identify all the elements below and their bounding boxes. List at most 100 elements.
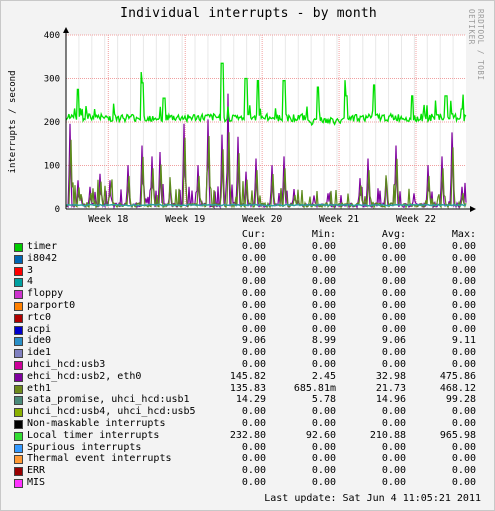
- legend-label: Non-maskable interrupts: [27, 417, 166, 429]
- legend-swatch: [14, 360, 23, 370]
- legend-avg: 210.88: [369, 429, 406, 441]
- legend-min: 0.00: [311, 252, 336, 264]
- legend-max: 9.11: [451, 335, 476, 347]
- legend-swatch: [14, 278, 23, 288]
- legend-label: eth1: [27, 382, 52, 394]
- legend-avg: 0.00: [381, 323, 406, 335]
- legend-swatch: [14, 419, 23, 429]
- legend-row: 3 0.00 0.00 0.00 0.00: [13, 265, 493, 277]
- legend-label: 4: [27, 276, 34, 288]
- legend-avg: 0.00: [381, 441, 406, 453]
- legend-max: 0.00: [451, 417, 476, 429]
- legend-max: 0.00: [451, 441, 476, 453]
- legend-min: 0.00: [311, 264, 336, 276]
- legend-row: Thermal event interrupts 0.00 0.00 0.00 0.00: [13, 453, 493, 465]
- y-axis-arrow: [63, 27, 69, 33]
- legend-label: ide0: [27, 335, 52, 347]
- legend-label: Spurious interrupts: [27, 441, 142, 453]
- legend-cur: 145.82: [229, 370, 266, 382]
- legend-avg: 0.00: [381, 453, 406, 465]
- legend-max: 965.98: [439, 429, 476, 441]
- legend-cur: 0.00: [241, 358, 266, 370]
- legend-avg: 0.00: [381, 406, 406, 418]
- legend-label: ide1: [27, 347, 52, 359]
- legend-cur: 0.00: [241, 252, 266, 264]
- last-update: Last update: Sat Jun 4 11:05:21 2011: [264, 493, 481, 504]
- chart-area: 0 100 200 300 400 Week 18 Week 19 Week 20 Week 2…: [8, 27, 476, 225]
- y-tick-label: 400: [44, 31, 60, 41]
- legend-row: ide0 9.06 8.99 9.06 9.11: [13, 335, 493, 347]
- y-tick-label: 200: [44, 118, 60, 128]
- legend-min: 0.00: [311, 288, 336, 300]
- legend-min: 2.45: [311, 370, 336, 382]
- legend-label: i8042: [27, 252, 58, 264]
- legend-max: 0.00: [451, 476, 476, 488]
- legend-swatch: [14, 337, 23, 347]
- legend-cur: 9.06: [241, 335, 266, 347]
- legend-label: parport0: [27, 299, 76, 311]
- legend-cur: 0.00: [241, 288, 266, 300]
- legend-cur: 0.00: [241, 417, 266, 429]
- legend-max: 0.00: [451, 264, 476, 276]
- y-tick-label: 0: [55, 205, 60, 215]
- legend-min: 0.00: [311, 311, 336, 323]
- y-tick-label: 300: [44, 75, 60, 85]
- legend-cur: 232.80: [229, 429, 266, 441]
- legend-swatch: [14, 254, 23, 264]
- legend-min: 0.00: [311, 417, 336, 429]
- legend-row: parport0 0.00 0.00 0.00 0.00: [13, 300, 493, 312]
- y-tick-label: 100: [44, 162, 60, 172]
- legend-max: 0.00: [451, 311, 476, 323]
- x-tick-label: Week 20: [242, 214, 282, 225]
- legend-cur: 0.00: [241, 276, 266, 288]
- legend-label: floppy: [27, 288, 64, 300]
- legend-label: uhci_hcd:usb4, uhci_hcd:usb5: [27, 406, 196, 418]
- legend-min: 0.00: [311, 299, 336, 311]
- legend-min: 0.00: [311, 276, 336, 288]
- legend-max: 475.86: [439, 370, 476, 382]
- legend-min: 0.00: [311, 441, 336, 453]
- series-line: [65, 62, 467, 127]
- legend-avg: 0.00: [381, 311, 406, 323]
- legend-swatch: [14, 313, 23, 323]
- legend-row: Spurious interrupts 0.00 0.00 0.00 0.00: [13, 442, 493, 454]
- legend-avg: 0.00: [381, 476, 406, 488]
- legend-min: 0.00: [311, 241, 336, 252]
- legend-avg: 32.98: [375, 370, 406, 382]
- legend-cur: 0.00: [241, 476, 266, 488]
- legend-max: 468.12: [439, 382, 476, 394]
- graph-title: Individual interrupts - by month: [120, 6, 377, 21]
- legend-swatch: [14, 455, 23, 465]
- y-axis-label: interrupts / second: [8, 71, 18, 174]
- legend-row: acpi 0.00 0.00 0.00 0.00: [13, 324, 493, 336]
- legend-max: 0.00: [451, 406, 476, 418]
- legend-max: 0.00: [451, 323, 476, 335]
- legend-swatch: [14, 431, 23, 441]
- legend-max: 0.00: [451, 288, 476, 300]
- legend-swatch: [14, 443, 23, 453]
- x-axis-arrow: [470, 206, 476, 212]
- legend-row: ehci_hcd:usb2, eth0 145.82 2.45 32.98 475.86: [13, 371, 493, 383]
- legend-cur: 0.00: [241, 323, 266, 335]
- legend-cur: 135.83: [229, 382, 266, 394]
- legend-max: 99.28: [445, 394, 476, 406]
- legend-row: MIS 0.00 0.00 0.00 0.00: [13, 477, 493, 489]
- legend-label: acpi: [27, 323, 52, 335]
- legend-row: sata_promise, uhci_hcd:usb1 14.29 5.78 14.9…: [13, 394, 493, 406]
- series-line: [65, 203, 467, 207]
- legend-label: ehci_hcd:usb2, eth0: [27, 370, 142, 382]
- legend-avg: 0.00: [381, 465, 406, 477]
- legend-min: 0.00: [311, 358, 336, 370]
- legend-row: floppy 0.00 0.00 0.00 0.00: [13, 288, 493, 300]
- legend-swatch: [14, 384, 23, 394]
- legend-max: 0.00: [451, 465, 476, 477]
- legend-avg: 0.00: [381, 358, 406, 370]
- legend-swatch: [14, 266, 23, 276]
- legend-cur: 14.29: [235, 394, 266, 406]
- legend-avg: 0.00: [381, 241, 406, 252]
- legend-max: 0.00: [451, 241, 476, 252]
- legend-cur: 0.00: [241, 264, 266, 276]
- legend-row: eth1 135.83 685.81m 21.73 468.12: [13, 383, 493, 395]
- legend-row: timer 0.00 0.00 0.00 0.00: [13, 241, 493, 253]
- legend-label: ERR: [27, 465, 46, 477]
